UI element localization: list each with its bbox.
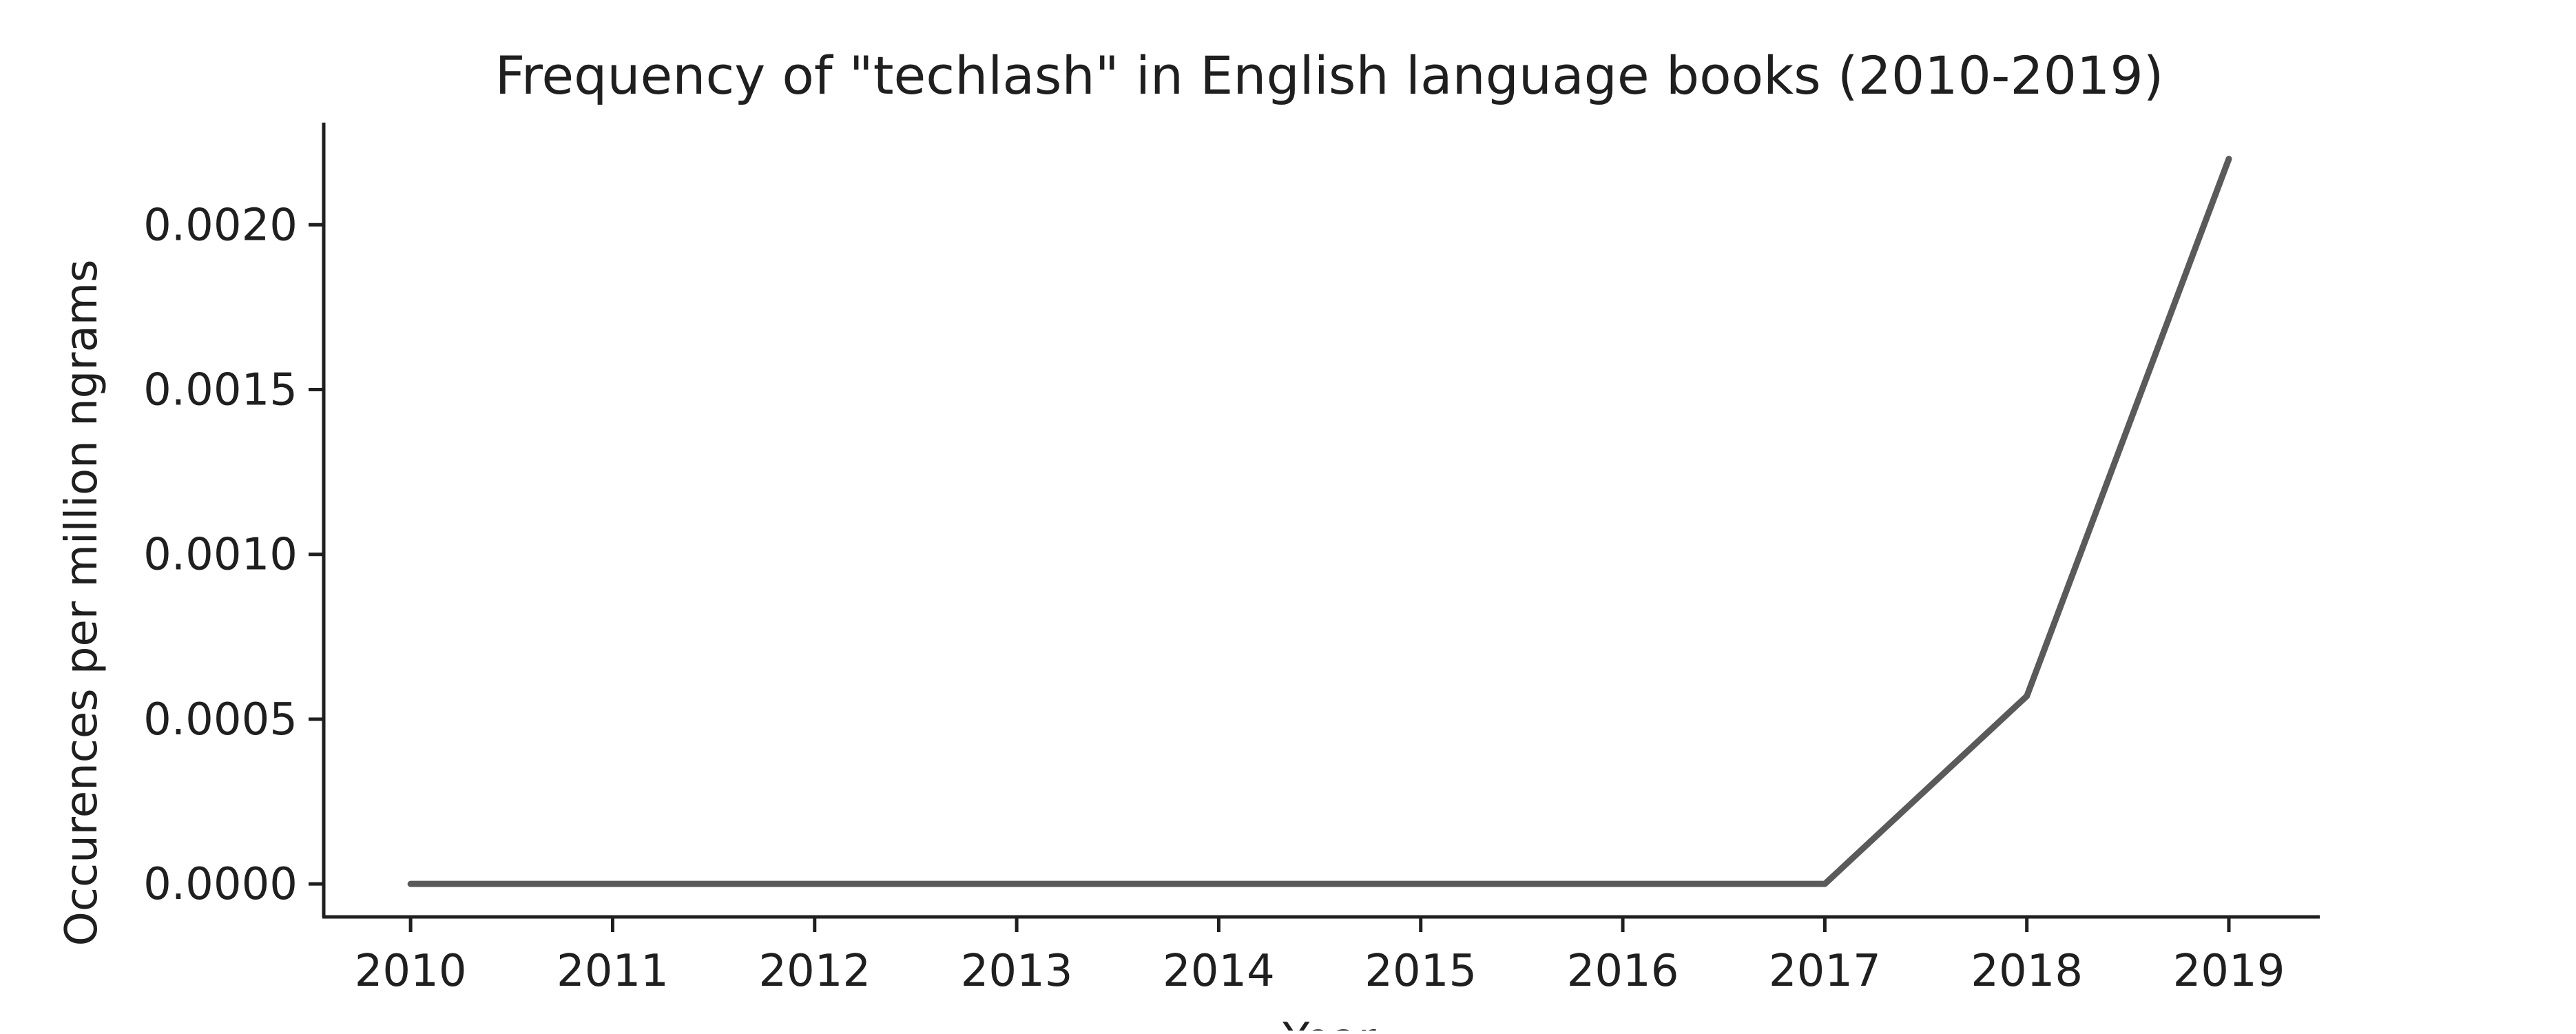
y-tick-label: 0.0005 xyxy=(143,694,298,745)
y-axis-label: Occurences per million ngrams xyxy=(56,260,107,947)
x-tick-label: 2019 xyxy=(2173,946,2285,997)
y-tick-label: 0.0020 xyxy=(143,200,298,251)
series-layer xyxy=(407,156,2232,887)
y-axis-ticks: 0.0000 0.0005 0.0010 0.0015 0.0020 xyxy=(143,200,324,910)
x-tick-label: 2014 xyxy=(1163,946,1275,997)
x-tick-label: 2018 xyxy=(1971,946,2083,997)
x-tick-label: 2012 xyxy=(758,946,871,997)
x-tick-label: 2016 xyxy=(1567,946,1679,997)
x-tick-label: 2013 xyxy=(961,946,1073,997)
y-tick-label: 0.0010 xyxy=(143,530,298,581)
x-tick-label: 2017 xyxy=(1769,946,1881,997)
x-tick-label: 2010 xyxy=(355,946,467,997)
y-tick-label: 0.0015 xyxy=(143,365,298,416)
x-axis-label: Year xyxy=(1282,1014,1376,1031)
series-line xyxy=(407,156,2232,887)
chart-title: Frequency of "techlash" in English langu… xyxy=(495,45,2164,106)
x-tick-label: 2015 xyxy=(1364,946,1477,997)
x-tick-label: 2011 xyxy=(557,946,669,997)
x-axis-ticks: 2010 2011 2012 2013 2014 2015 2016 2017 2018 2019 xyxy=(355,917,2285,997)
y-tick-label: 0.0000 xyxy=(143,859,298,910)
